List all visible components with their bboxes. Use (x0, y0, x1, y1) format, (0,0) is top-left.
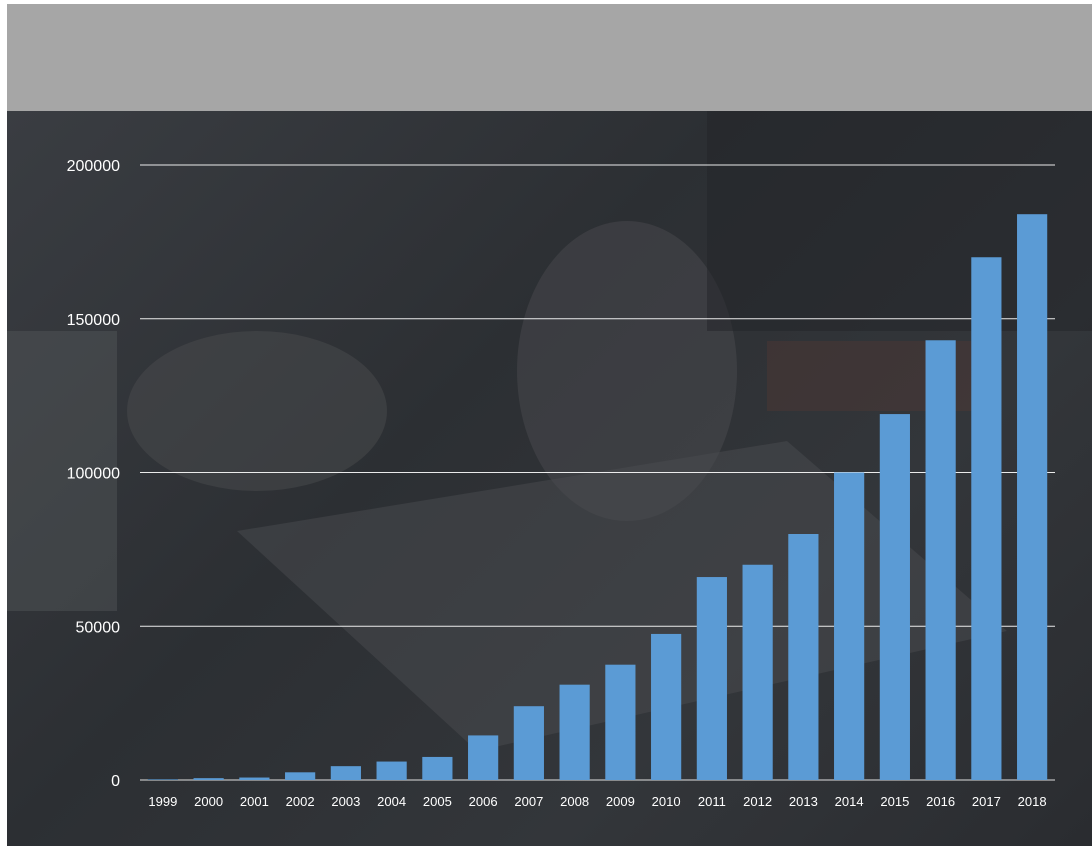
bar-2010 (651, 633, 682, 780)
x-tick-label: 2003 (331, 794, 360, 809)
x-tick-label: 2001 (240, 794, 269, 809)
bar-2012 (742, 564, 773, 780)
bar-2003 (330, 766, 361, 780)
bar-2006 (468, 735, 499, 780)
bar-2002 (285, 772, 316, 780)
bar-2011 (696, 577, 727, 780)
bar-2008 (559, 684, 590, 780)
x-tick-label: 2005 (423, 794, 452, 809)
bar-2005 (422, 756, 453, 780)
x-tick-label: 2013 (789, 794, 818, 809)
bar-2015 (879, 414, 910, 780)
x-tick-label: 2008 (560, 794, 589, 809)
y-tick-label: 0 (111, 773, 120, 790)
bar-2004 (376, 761, 407, 780)
y-tick-label: 50000 (76, 619, 121, 636)
x-tick-label: 2006 (469, 794, 498, 809)
x-tick-label: 2017 (972, 794, 1001, 809)
bar-2016 (925, 340, 956, 780)
bar-2001 (239, 777, 270, 780)
y-tick-label: 150000 (67, 312, 120, 329)
gridlines (140, 164, 1055, 781)
x-tick-label: 2018 (1018, 794, 1047, 809)
x-tick-label: 2014 (835, 794, 864, 809)
x-tick-label: 1999 (148, 794, 177, 809)
bar-2014 (834, 472, 865, 780)
bar-2018 (1017, 214, 1048, 780)
bar-2009 (605, 664, 636, 780)
y-axis-ticks: 0 50000 100000 150000 200000 (67, 158, 120, 790)
bars (147, 214, 1048, 780)
x-tick-label: 2009 (606, 794, 635, 809)
x-axis-ticks: 1999 2000 2001 2002 2003 2004 2005 2006 2007 2008… (148, 794, 1046, 809)
x-tick-label: 2000 (194, 794, 223, 809)
x-tick-label: 2011 (698, 794, 726, 809)
bar-2017 (971, 257, 1002, 780)
bar-2007 (513, 706, 544, 780)
y-tick-label: 200000 (67, 158, 120, 175)
bar-2000 (193, 778, 224, 780)
x-tick-label: 2016 (926, 794, 955, 809)
x-tick-label: 2012 (743, 794, 772, 809)
bar-2013 (788, 534, 819, 780)
x-tick-label: 2007 (514, 794, 543, 809)
x-tick-label: 2002 (286, 794, 315, 809)
bar-1999 (147, 779, 178, 780)
header-band (7, 4, 1092, 111)
y-tick-label: 100000 (67, 466, 120, 483)
x-tick-label: 2010 (652, 794, 681, 809)
x-tick-label: 2004 (377, 794, 406, 809)
x-tick-label: 2015 (880, 794, 909, 809)
